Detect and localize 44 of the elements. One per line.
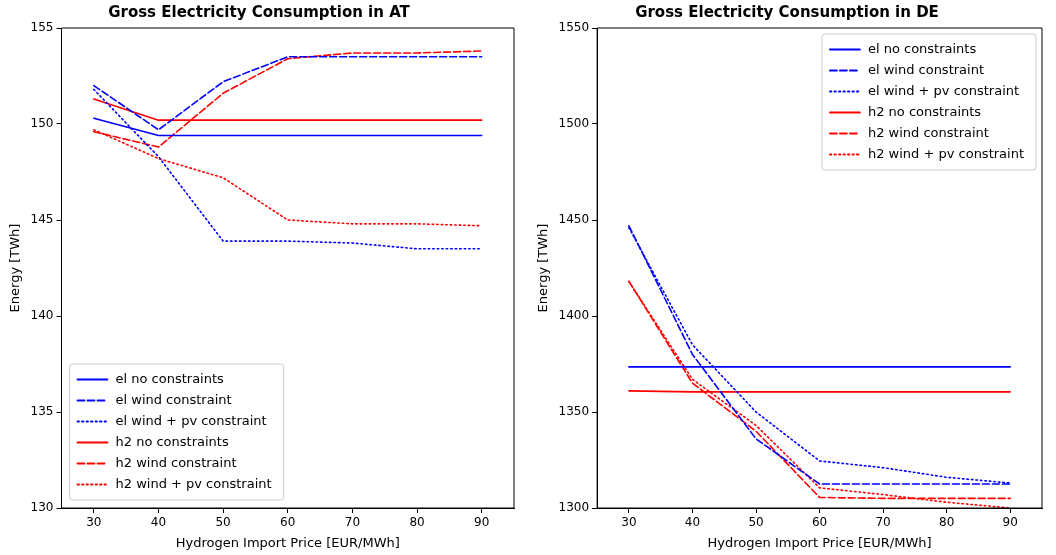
y-axis-title: Energy [TWh] [7,223,23,313]
x-tick-label: 40 [684,515,701,530]
x-tick-label: 90 [1002,515,1018,530]
legend-label: h2 wind + pv constraint [867,145,1025,161]
x-tick-label: 60 [811,515,828,530]
y-tick-label: 135 [30,404,54,419]
x-tick-label: 80 [409,515,425,530]
y-tick-label: 1300 [558,500,590,515]
y-tick-label: 130 [30,500,54,515]
chart-title: Gross Electricity Consumption in AT [108,2,411,21]
legend-label: el no constraints [867,40,977,56]
y-tick-label: 140 [30,308,54,323]
x-tick-label: 50 [748,515,764,530]
legend-label: h2 wind constraint [115,454,237,470]
x-axis-title: Hydrogen Import Price [EUR/MWh] [707,534,932,550]
y-tick-label: 145 [30,212,54,227]
legend-label: el no constraints [115,370,225,386]
x-tick-label: 50 [215,515,231,530]
x-tick-label: 70 [344,515,361,530]
y-tick-label: 1450 [558,212,590,227]
x-axis-title: Hydrogen Import Price [EUR/MWh] [175,534,400,550]
legend-label: h2 no constraints [867,103,982,119]
legend-label: h2 wind constraint [867,124,989,140]
y-tick-label: 1400 [558,308,590,323]
legend-label: h2 no constraints [115,433,229,449]
legend-label: h2 wind + pv constraint [115,475,272,491]
legend-label: el wind constraint [115,391,232,407]
y-tick-label: 1500 [558,116,590,131]
x-tick-label: 70 [875,515,891,530]
x-tick-label: 80 [939,515,955,530]
x-tick-label: 30 [621,515,637,530]
legend-label: el wind + pv constraint [115,412,267,428]
chart-title: Gross Electricity Consumption in DE [635,2,939,21]
legend-label: el wind constraint [867,61,985,77]
y-tick-label: 1350 [558,404,590,419]
x-tick-label: 90 [474,515,490,530]
x-tick-label: 40 [150,515,167,530]
y-tick-label: 150 [30,116,54,131]
y-axis-title: Energy [TWh] [535,223,551,313]
x-tick-label: 30 [86,515,102,530]
x-tick-label: 60 [280,515,296,530]
y-tick-label: 1550 [558,20,590,35]
y-tick-label: 155 [30,20,54,35]
legend-label: el wind + pv constraint [867,82,1020,98]
